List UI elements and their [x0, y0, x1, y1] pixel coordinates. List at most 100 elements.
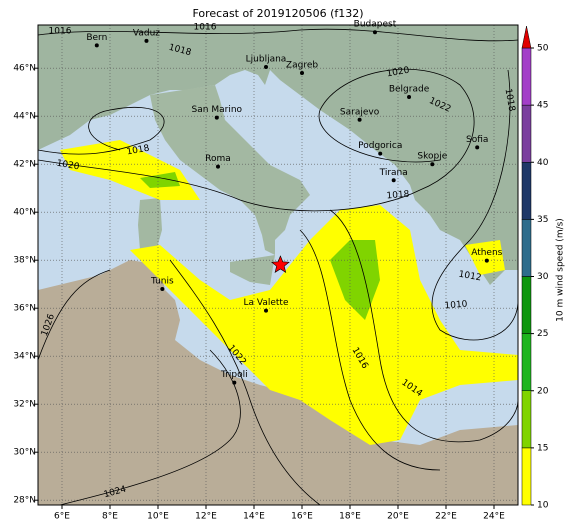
colorbar-segment — [521, 390, 532, 449]
x-tick-label: 18°E — [339, 512, 361, 522]
colorbar-tick-label: 20 — [537, 386, 549, 396]
x-tick-label: 16°E — [291, 512, 313, 522]
wind-area-strong — [330, 240, 380, 320]
colorbar-segment — [521, 104, 532, 163]
colorbar-tick-label: 50 — [537, 44, 549, 54]
city-label: La Valette — [244, 298, 289, 308]
isobar — [169, 259, 321, 506]
wind-area — [130, 205, 518, 445]
city-label: Tripoli — [220, 370, 248, 380]
x-tick-label: 6°E — [54, 512, 70, 522]
city-dot — [430, 162, 435, 167]
x-tick-label: 12°E — [195, 512, 217, 522]
colorbar-tick-label: 30 — [537, 272, 549, 282]
isobar-label: 1016 — [49, 27, 72, 37]
isobar — [37, 269, 111, 361]
city-label: Sofia — [466, 135, 488, 145]
city-dot — [94, 43, 99, 48]
isobar-label: 1018 — [503, 88, 517, 113]
colorbar-tick-label: 10 — [537, 501, 549, 511]
colorbar-tick-label: 40 — [537, 158, 549, 168]
city-dot — [144, 38, 149, 43]
x-tick-label: 14°E — [243, 512, 265, 522]
y-tick-label: 34°N — [13, 352, 36, 362]
y-tick-label: 40°N — [13, 208, 36, 218]
isobar — [329, 209, 519, 443]
city-dot — [160, 287, 165, 291]
city-label: Ljubljana — [246, 55, 287, 65]
city-label: Vaduz — [133, 28, 160, 38]
colorbar: 10 15 20 25 30 35 40 45 50 — [521, 25, 549, 511]
axes: 6°E 8°E 10°E 12°E 14°E 16°E 18°E 20°E 22°E 24°E 28… — [13, 64, 505, 522]
y-tick-label: 38°N — [13, 256, 36, 266]
city-dot — [391, 178, 396, 183]
city-dot — [357, 117, 362, 122]
colorbar-tick-label: 45 — [537, 101, 548, 111]
city-label: Athens — [471, 248, 502, 258]
colorbar-segment — [521, 47, 532, 106]
title: Forecast of 2019120506 (f132) — [192, 7, 363, 20]
city-label: Belgrade — [389, 85, 430, 95]
colorbar-tick-label: 25 — [537, 329, 548, 339]
wind-area-strong — [140, 172, 180, 188]
colorbar-segment — [521, 162, 532, 220]
colorbar-segment — [521, 447, 532, 506]
city-dot — [407, 95, 412, 99]
isobar — [431, 69, 519, 341]
isobar — [37, 106, 165, 155]
city-dot — [372, 30, 377, 35]
isobar-label: 1012 — [458, 270, 482, 284]
city-dot — [216, 164, 220, 169]
x-tick-label: 8°E — [102, 512, 118, 522]
y-tick-label: 28°N — [13, 496, 36, 506]
isobar-label: 1020 — [56, 159, 81, 173]
y-tick-label: 30°N — [13, 448, 36, 458]
isobar-label: 1016 — [194, 23, 217, 33]
isobar-label: 1018 — [386, 189, 410, 201]
x-tick-label: 24°E — [483, 512, 505, 522]
graticule — [38, 25, 518, 505]
city-label: Zagreb — [286, 61, 318, 71]
city-dot — [475, 145, 480, 150]
land-europe — [38, 25, 518, 285]
city-dot — [264, 308, 268, 313]
x-tick-label: 20°E — [387, 512, 409, 522]
colorbar-segment — [521, 333, 532, 391]
y-tick-label: 46°N — [13, 64, 36, 74]
city-label: Tunis — [150, 277, 174, 287]
city-dot — [300, 71, 304, 75]
city-label: Sarajevo — [340, 107, 380, 117]
isobar — [37, 68, 475, 212]
colorbar-segment — [521, 219, 532, 277]
x-tick-label: 10°E — [147, 512, 169, 522]
isobar — [37, 28, 519, 42]
wind-area — [465, 240, 505, 275]
y-tick-label: 42°N — [13, 160, 36, 170]
isobar-label: 1010 — [444, 299, 468, 311]
colorbar-segment — [521, 276, 532, 334]
city-dot — [232, 380, 237, 385]
city-dot — [264, 65, 268, 69]
colorbar-tick-label: 15 — [537, 443, 548, 453]
city-label: Roma — [205, 154, 231, 164]
city-dot — [378, 151, 383, 156]
city-dot — [484, 258, 489, 263]
y-tick-label: 36°N — [13, 304, 36, 314]
x-tick-label: 22°E — [435, 512, 457, 522]
colorbar-extend — [521, 25, 532, 49]
map-frame — [37, 24, 519, 506]
land-sicily — [230, 255, 275, 285]
land-africa — [38, 260, 518, 505]
city-label: San Marino — [192, 105, 243, 115]
city-label: Tirana — [379, 168, 408, 178]
city-label: Bern — [86, 33, 107, 43]
location-marker — [271, 255, 290, 273]
colorbar-tick-label: 35 — [537, 215, 548, 225]
isobar — [299, 229, 441, 471]
city-label: Skopje — [417, 152, 447, 162]
colorbar-label: 10 m wind speed (m/s) — [556, 218, 566, 322]
isobar-label: 1018 — [126, 144, 151, 158]
